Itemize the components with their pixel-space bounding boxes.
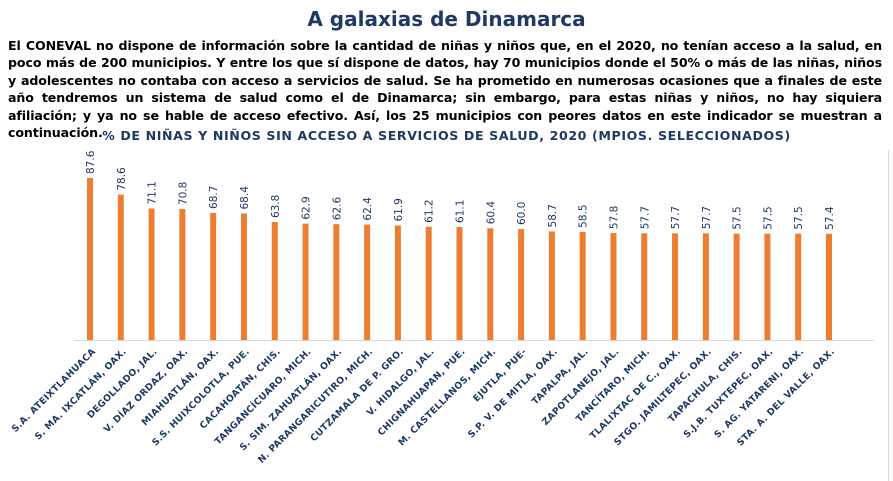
bar: [579, 231, 586, 340]
intro-paragraph: El CONEVAL no dispone de información sob…: [8, 38, 882, 141]
bar: [733, 233, 740, 340]
value-label: 57.8: [608, 206, 620, 229]
value-label: 68.4: [239, 186, 251, 210]
page-title: A galaxias de Dinamarca: [307, 7, 586, 31]
value-label: 57.7: [670, 206, 682, 229]
bar: [518, 229, 525, 340]
value-label: 61.1: [455, 200, 467, 223]
bar: [456, 227, 463, 340]
value-label: 57.7: [639, 206, 651, 229]
value-label: 57.5: [793, 206, 805, 229]
bar: [333, 224, 340, 340]
value-label: 61.9: [393, 198, 405, 221]
bar: [795, 233, 802, 340]
value-label: 57.4: [824, 206, 836, 230]
value-label: 62.6: [331, 197, 343, 221]
bar: [240, 213, 247, 340]
bar: [271, 222, 278, 340]
value-label: 57.5: [732, 206, 744, 229]
value-label: 68.7: [208, 186, 220, 209]
bar: [425, 226, 432, 340]
category-label: N. PARANGARICUTIRO, MICH.: [256, 346, 375, 465]
bar: [641, 233, 648, 340]
bar: [302, 223, 309, 340]
value-label: 71.1: [147, 181, 159, 204]
value-label: 78.6: [116, 167, 128, 191]
bar: [610, 233, 617, 340]
value-label: 62.9: [301, 196, 313, 219]
value-label: 70.8: [177, 182, 189, 205]
bar: [764, 233, 771, 340]
value-label: 60.4: [485, 201, 497, 225]
value-label: 58.7: [547, 204, 559, 227]
value-label: 60.0: [516, 202, 528, 225]
bar: [179, 209, 186, 340]
bar: [487, 228, 494, 340]
bar: [117, 194, 124, 340]
value-label: 58.5: [578, 204, 590, 227]
value-label: 87.6: [85, 150, 97, 174]
value-label: 62.4: [362, 197, 374, 221]
value-label: 61.2: [424, 199, 436, 222]
category-label: EJUTLA, PUE-: [471, 346, 529, 404]
value-label: 57.7: [701, 206, 713, 229]
bar: [826, 233, 832, 340]
bar: [672, 233, 679, 340]
bar: [548, 231, 555, 340]
value-label: 63.8: [270, 195, 282, 218]
bar: [364, 224, 371, 340]
value-label: 57.5: [762, 206, 774, 229]
category-label: TAPALPA, JAL.: [530, 346, 591, 407]
bar: [394, 225, 401, 340]
bar: [148, 208, 155, 340]
bar: [702, 233, 709, 340]
bar: [87, 178, 93, 340]
bar: [210, 212, 217, 340]
chart-title: % DE NIÑAS Y NIÑOS SIN ACCESO A SERVICIO…: [102, 128, 791, 143]
